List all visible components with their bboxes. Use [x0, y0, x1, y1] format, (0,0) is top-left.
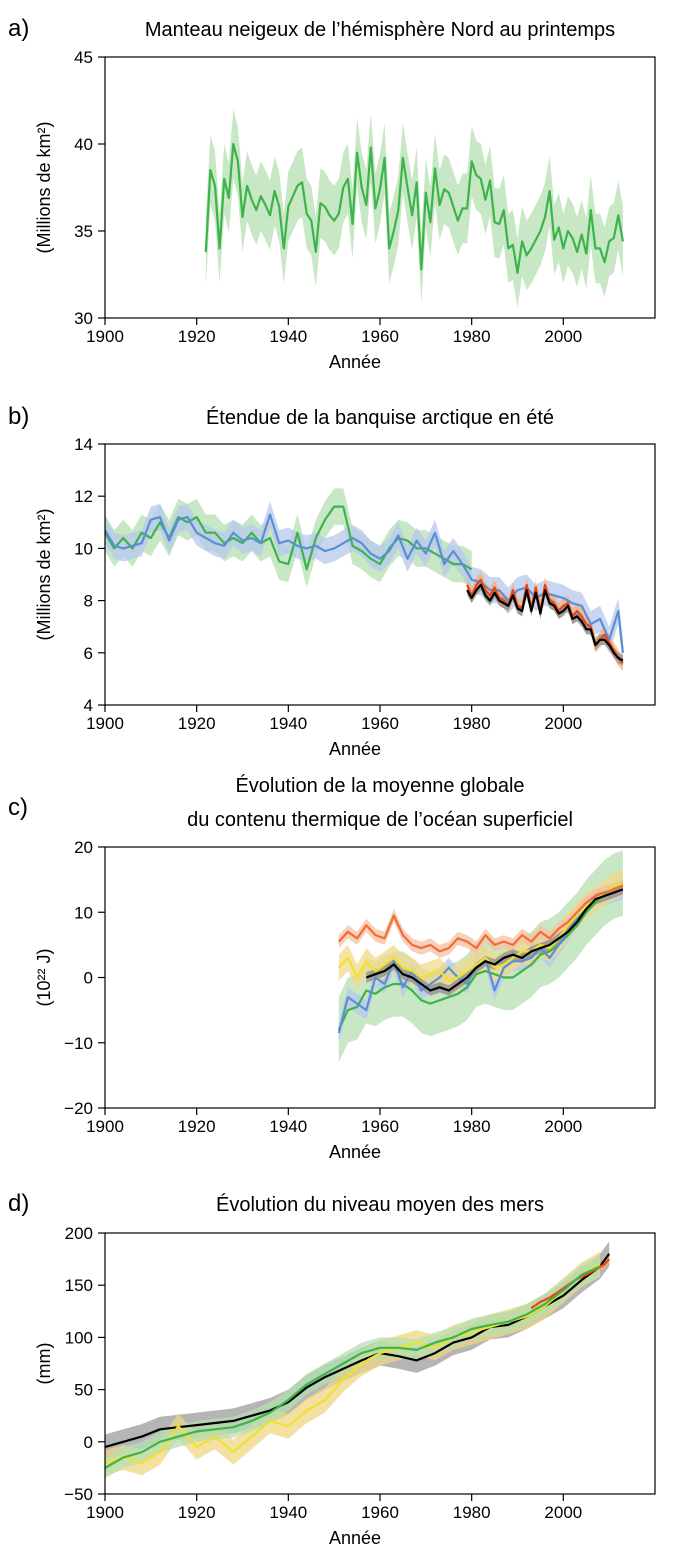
panel-letter: a) — [8, 15, 29, 42]
x-tick-label: 2000 — [544, 1503, 582, 1522]
y-tick-label: −20 — [64, 1099, 93, 1118]
y-tick-label: −10 — [64, 1034, 93, 1053]
x-tick-label: 1920 — [178, 1117, 216, 1136]
panel-title: Évolution de la moyenne globale — [235, 774, 524, 797]
y-tick-label: 150 — [65, 1276, 93, 1295]
x-tick-label: 1940 — [269, 1503, 307, 1522]
x-tick-label: 1900 — [86, 1117, 124, 1136]
y-tick-label: 0 — [84, 1433, 93, 1452]
y-tick-label: 20 — [74, 838, 93, 857]
x-tick-label: 1940 — [269, 1117, 307, 1136]
y-tick-label: 35 — [74, 222, 93, 241]
uncertainty-band-2 — [105, 501, 623, 666]
panel-title: du contenu thermique de l’océan superfic… — [187, 809, 573, 831]
x-tick-label: 1940 — [269, 327, 307, 346]
x-axis-title: Année — [329, 1142, 381, 1162]
panel-title: Manteau neigeux de l’hémisphère Nord au … — [145, 19, 615, 41]
series-group — [204, 109, 624, 308]
series-line-1 — [337, 881, 624, 1031]
uncertainty-band-4 — [105, 1256, 600, 1479]
series-group — [337, 850, 624, 1063]
uncertainty-band-3 — [338, 869, 623, 994]
y-axis-title: (Millions de km²) — [34, 121, 54, 253]
x-tick-label: 1960 — [361, 1503, 399, 1522]
series-group — [105, 488, 624, 672]
x-tick-label: 1980 — [453, 1503, 491, 1522]
x-tick-label: 1960 — [361, 1117, 399, 1136]
x-tick-label: 1940 — [269, 714, 307, 733]
y-tick-label: 4 — [84, 696, 93, 715]
x-tick-label: 1920 — [178, 1503, 216, 1522]
y-tick-label: 0 — [84, 969, 93, 988]
series-line-2 — [105, 513, 624, 653]
y-tick-label: −50 — [64, 1485, 93, 1504]
y-tick-label: 200 — [65, 1224, 93, 1243]
x-tick-label: 1980 — [453, 714, 491, 733]
y-tick-label: 10 — [74, 903, 93, 922]
x-tick-label: 1920 — [178, 714, 216, 733]
series-line-1 — [204, 142, 624, 274]
series-line-4 — [466, 583, 624, 662]
x-tick-label: 2000 — [544, 1117, 582, 1136]
panel-letter: b) — [8, 403, 29, 430]
panel-3: c) Évolution de la moyenne globale du cont… — [8, 774, 656, 1162]
panel-letter: c) — [8, 794, 28, 821]
y-tick-label: 10 — [74, 539, 93, 558]
x-tick-label: 2000 — [544, 714, 582, 733]
x-axis-title: Année — [329, 1528, 381, 1548]
x-tick-label: 1960 — [361, 327, 399, 346]
x-tick-label: 1900 — [86, 327, 124, 346]
y-tick-label: 8 — [84, 592, 93, 611]
panel-2: b) Étendue de la banquise arctique en été… — [8, 403, 656, 759]
x-tick-label: 1960 — [361, 714, 399, 733]
y-tick-label: 100 — [65, 1328, 93, 1347]
x-tick-label: 1980 — [453, 1117, 491, 1136]
panel-title: Étendue de la banquise arctique en été — [206, 406, 554, 429]
y-tick-label: 50 — [74, 1381, 93, 1400]
y-axis-title: (Millions de km²) — [34, 508, 54, 640]
series-line-5 — [365, 888, 624, 992]
panel-title: Évolution du niveau moyen des mers — [216, 1193, 544, 1216]
x-axis-title: Année — [329, 739, 381, 759]
uncertainty-band-4 — [467, 579, 623, 666]
y-axis-title: (10²² J) — [34, 949, 54, 1007]
series-line-4 — [105, 1265, 601, 1469]
panel-1: a) Manteau neigeux de l’hémisphère Nord a… — [8, 15, 656, 372]
series-line-4 — [337, 885, 624, 953]
y-tick-label: 40 — [74, 135, 93, 154]
x-tick-label: 1980 — [453, 327, 491, 346]
x-tick-label: 1920 — [178, 327, 216, 346]
series-group — [105, 1241, 611, 1479]
y-tick-label: 14 — [74, 435, 93, 454]
uncertainty-band-1 — [205, 109, 623, 308]
x-tick-label: 2000 — [544, 327, 582, 346]
x-tick-label: 1900 — [86, 714, 124, 733]
panel-4: d) Évolution du niveau moyen des mers 1900… — [8, 1190, 656, 1548]
y-axis-title: (mm) — [34, 1343, 54, 1385]
y-tick-label: 30 — [74, 309, 93, 328]
y-tick-label: 12 — [74, 487, 93, 506]
y-tick-label: 45 — [74, 48, 93, 67]
series-line-3 — [337, 881, 624, 982]
x-tick-label: 1900 — [86, 1503, 124, 1522]
y-tick-label: 6 — [84, 644, 93, 663]
x-axis-title: Année — [329, 352, 381, 372]
panel-letter: d) — [8, 1190, 29, 1217]
